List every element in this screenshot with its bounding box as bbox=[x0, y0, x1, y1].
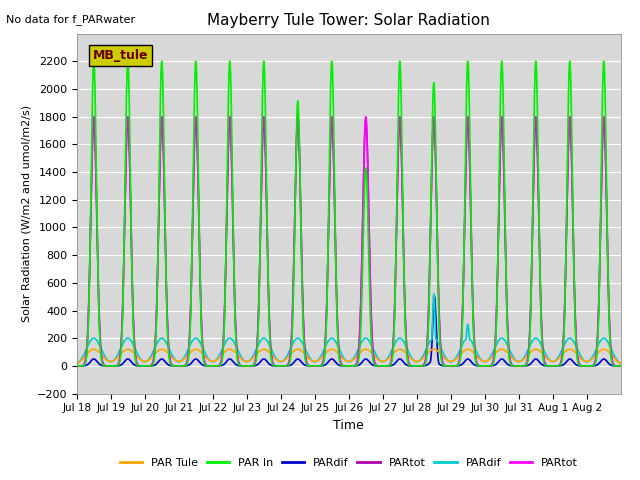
PARdif bbox=[525, 362, 532, 368]
PARdif bbox=[498, 336, 506, 341]
PARtot bbox=[398, 177, 406, 183]
Line: PARtot: PARtot bbox=[77, 120, 621, 366]
PARdif bbox=[539, 362, 547, 368]
PARtot bbox=[186, 330, 193, 336]
PAR Tule bbox=[73, 361, 81, 367]
PAR In bbox=[186, 339, 193, 345]
PARtot bbox=[186, 333, 193, 339]
PARdif bbox=[539, 345, 547, 350]
PARdif bbox=[617, 363, 625, 369]
PARdif bbox=[398, 336, 406, 342]
PAR In bbox=[90, 59, 98, 64]
PARdif bbox=[73, 363, 81, 369]
PAR In bbox=[73, 363, 81, 369]
PARdif bbox=[498, 356, 506, 362]
PAR Tule bbox=[398, 347, 406, 353]
PARdif bbox=[369, 362, 376, 368]
PARtot bbox=[539, 345, 547, 351]
Line: PARtot: PARtot bbox=[77, 117, 621, 366]
Line: PARdif: PARdif bbox=[77, 294, 621, 364]
PAR Tule bbox=[186, 350, 193, 356]
PARtot bbox=[73, 363, 81, 369]
PAR Tule bbox=[498, 347, 506, 352]
PARdif bbox=[369, 345, 376, 351]
PARdif bbox=[617, 361, 625, 367]
PARtot bbox=[498, 117, 506, 122]
PAR In bbox=[398, 146, 406, 152]
PARtot bbox=[369, 346, 377, 352]
Title: Mayberry Tule Tower: Solar Radiation: Mayberry Tule Tower: Solar Radiation bbox=[207, 13, 490, 28]
PARdif bbox=[186, 362, 193, 368]
PAR In bbox=[617, 363, 625, 369]
Legend: PAR Tule, PAR In, PARdif, PARtot, PARdif, PARtot: PAR Tule, PAR In, PARdif, PARtot, PARdif… bbox=[115, 453, 582, 472]
PAR Tule bbox=[369, 351, 377, 357]
PAR Tule bbox=[617, 360, 625, 366]
PAR Tule bbox=[158, 347, 166, 352]
PAR Tule bbox=[525, 351, 532, 357]
PARtot bbox=[525, 348, 532, 353]
PAR In bbox=[525, 354, 532, 360]
PARdif bbox=[186, 344, 193, 349]
PARtot bbox=[90, 114, 98, 120]
PARtot bbox=[369, 348, 377, 354]
X-axis label: Time: Time bbox=[333, 419, 364, 432]
Line: PAR Tule: PAR Tule bbox=[77, 349, 621, 364]
PARtot bbox=[617, 363, 625, 369]
PARtot bbox=[90, 117, 98, 122]
PAR In bbox=[539, 350, 547, 356]
PARdif bbox=[398, 357, 406, 363]
PARdif bbox=[73, 361, 81, 367]
PARdif bbox=[431, 294, 438, 300]
PARdif bbox=[430, 291, 438, 297]
PARtot bbox=[539, 343, 547, 348]
PARdif bbox=[525, 346, 532, 351]
PAR In bbox=[498, 59, 506, 64]
PARtot bbox=[73, 363, 81, 369]
PARtot bbox=[525, 349, 532, 355]
PARtot bbox=[398, 172, 406, 178]
Text: No data for f_PARwater: No data for f_PARwater bbox=[6, 14, 136, 25]
PARtot bbox=[498, 114, 506, 120]
PARtot bbox=[617, 363, 625, 369]
Y-axis label: Solar Radiation (W/m2 and umol/m2/s): Solar Radiation (W/m2 and umol/m2/s) bbox=[21, 105, 31, 322]
Line: PAR In: PAR In bbox=[77, 61, 621, 366]
Line: PARdif: PARdif bbox=[77, 297, 621, 366]
PAR In bbox=[369, 356, 377, 362]
PAR Tule bbox=[539, 351, 547, 357]
Text: MB_tule: MB_tule bbox=[93, 49, 148, 62]
